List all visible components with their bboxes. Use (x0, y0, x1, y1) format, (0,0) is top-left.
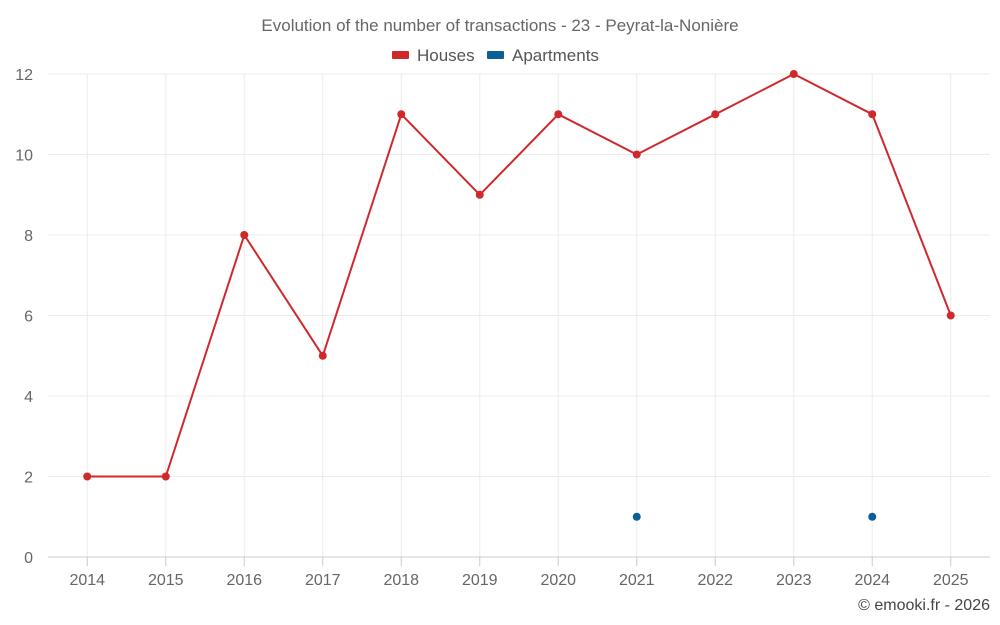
x-tick-label-2019: 2019 (462, 572, 498, 589)
data-point-houses-2015[interactable] (161, 472, 170, 481)
data-point-apartments-2021[interactable] (632, 512, 641, 521)
x-tick-label-2015: 2015 (148, 572, 184, 589)
data-point-houses-2021[interactable] (632, 150, 641, 159)
y-tick-label-2: 2 (24, 470, 33, 487)
x-tick-label-2024: 2024 (854, 572, 890, 589)
data-point-houses-2020[interactable] (554, 110, 563, 119)
x-tick-label-2016: 2016 (226, 572, 262, 589)
legend-swatch-houses (392, 51, 409, 59)
x-tick-label-2017: 2017 (305, 572, 341, 589)
x-tick-label-2022: 2022 (697, 572, 733, 589)
series-layer (83, 70, 955, 521)
data-point-houses-2025[interactable] (946, 311, 955, 320)
x-tick-label-2018: 2018 (383, 572, 419, 589)
x-tick-label-2014: 2014 (69, 572, 105, 589)
x-tick-label-2023: 2023 (776, 572, 812, 589)
credit-text: © emooki.fr - 2026 (858, 597, 990, 614)
data-point-houses-2024[interactable] (868, 110, 877, 119)
x-axis: 2014 2015 2016 2017 2018 2019 2020 2021 2022 2023… (48, 556, 990, 589)
legend-label-houses[interactable]: Houses (417, 46, 475, 65)
legend[interactable]: Houses Apartments (392, 46, 599, 65)
grid (48, 73, 990, 557)
data-point-houses-2019[interactable] (475, 190, 484, 199)
y-tick-label-10: 10 (15, 148, 33, 165)
chart-title: Evolution of the number of transactions … (261, 16, 738, 35)
series-line-houses (87, 73, 952, 478)
data-point-houses-2022[interactable] (711, 110, 720, 119)
y-tick-label-8: 8 (24, 228, 33, 245)
x-tick-label-2025: 2025 (933, 572, 969, 589)
y-axis: 0 2 4 6 8 10 12 (15, 67, 33, 567)
y-tick-label-4: 4 (24, 389, 33, 406)
x-tick-label-2020: 2020 (540, 572, 576, 589)
data-point-houses-2023[interactable] (789, 70, 798, 78)
legend-swatch-apartments (487, 51, 504, 59)
y-tick-label-6: 6 (24, 309, 33, 326)
y-tick-label-0: 0 (24, 550, 33, 567)
data-point-houses-2016[interactable] (240, 231, 249, 239)
x-tick-label-2021: 2021 (619, 572, 655, 589)
y-tick-label-12: 12 (15, 67, 33, 84)
data-point-apartments-2024[interactable] (868, 512, 877, 521)
data-point-houses-2017[interactable] (318, 351, 327, 360)
data-point-houses-2014[interactable] (83, 472, 92, 481)
data-point-houses-2018[interactable] (397, 110, 406, 119)
legend-label-apartments[interactable]: Apartments (512, 46, 599, 65)
